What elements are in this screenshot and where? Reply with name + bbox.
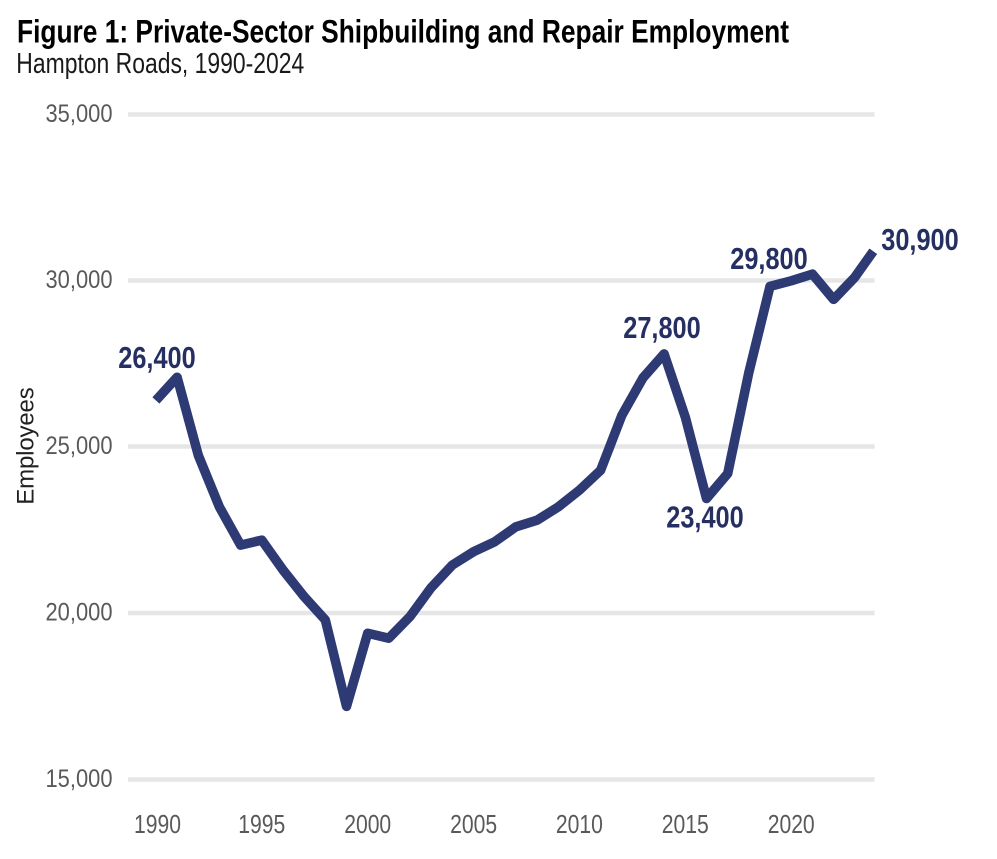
svg-text:23,400: 23,400 (666, 500, 744, 535)
svg-text:Employees: Employees (13, 387, 40, 505)
svg-text:2000: 2000 (344, 809, 391, 839)
svg-text:35,000: 35,000 (46, 100, 113, 128)
svg-text:26,400: 26,400 (118, 340, 196, 375)
svg-text:1990: 1990 (134, 809, 181, 839)
svg-text:25,000: 25,000 (46, 432, 113, 460)
svg-text:2020: 2020 (768, 809, 815, 839)
svg-text:15,000: 15,000 (46, 765, 113, 793)
svg-text:20,000: 20,000 (46, 599, 113, 627)
svg-text:2005: 2005 (450, 809, 497, 839)
svg-text:29,800: 29,800 (730, 241, 808, 276)
svg-text:2015: 2015 (662, 809, 709, 839)
svg-text:30,900: 30,900 (881, 222, 959, 257)
svg-text:2010: 2010 (556, 809, 603, 839)
svg-text:30,000: 30,000 (46, 266, 113, 294)
svg-text:1995: 1995 (238, 809, 285, 839)
svg-text:Hampton Roads, 1990-2024: Hampton Roads, 1990-2024 (16, 48, 304, 80)
svg-text:Figure 1: Private-Sector Shipb: Figure 1: Private-Sector Shipbuilding an… (17, 14, 789, 50)
svg-text:27,800: 27,800 (623, 310, 701, 345)
